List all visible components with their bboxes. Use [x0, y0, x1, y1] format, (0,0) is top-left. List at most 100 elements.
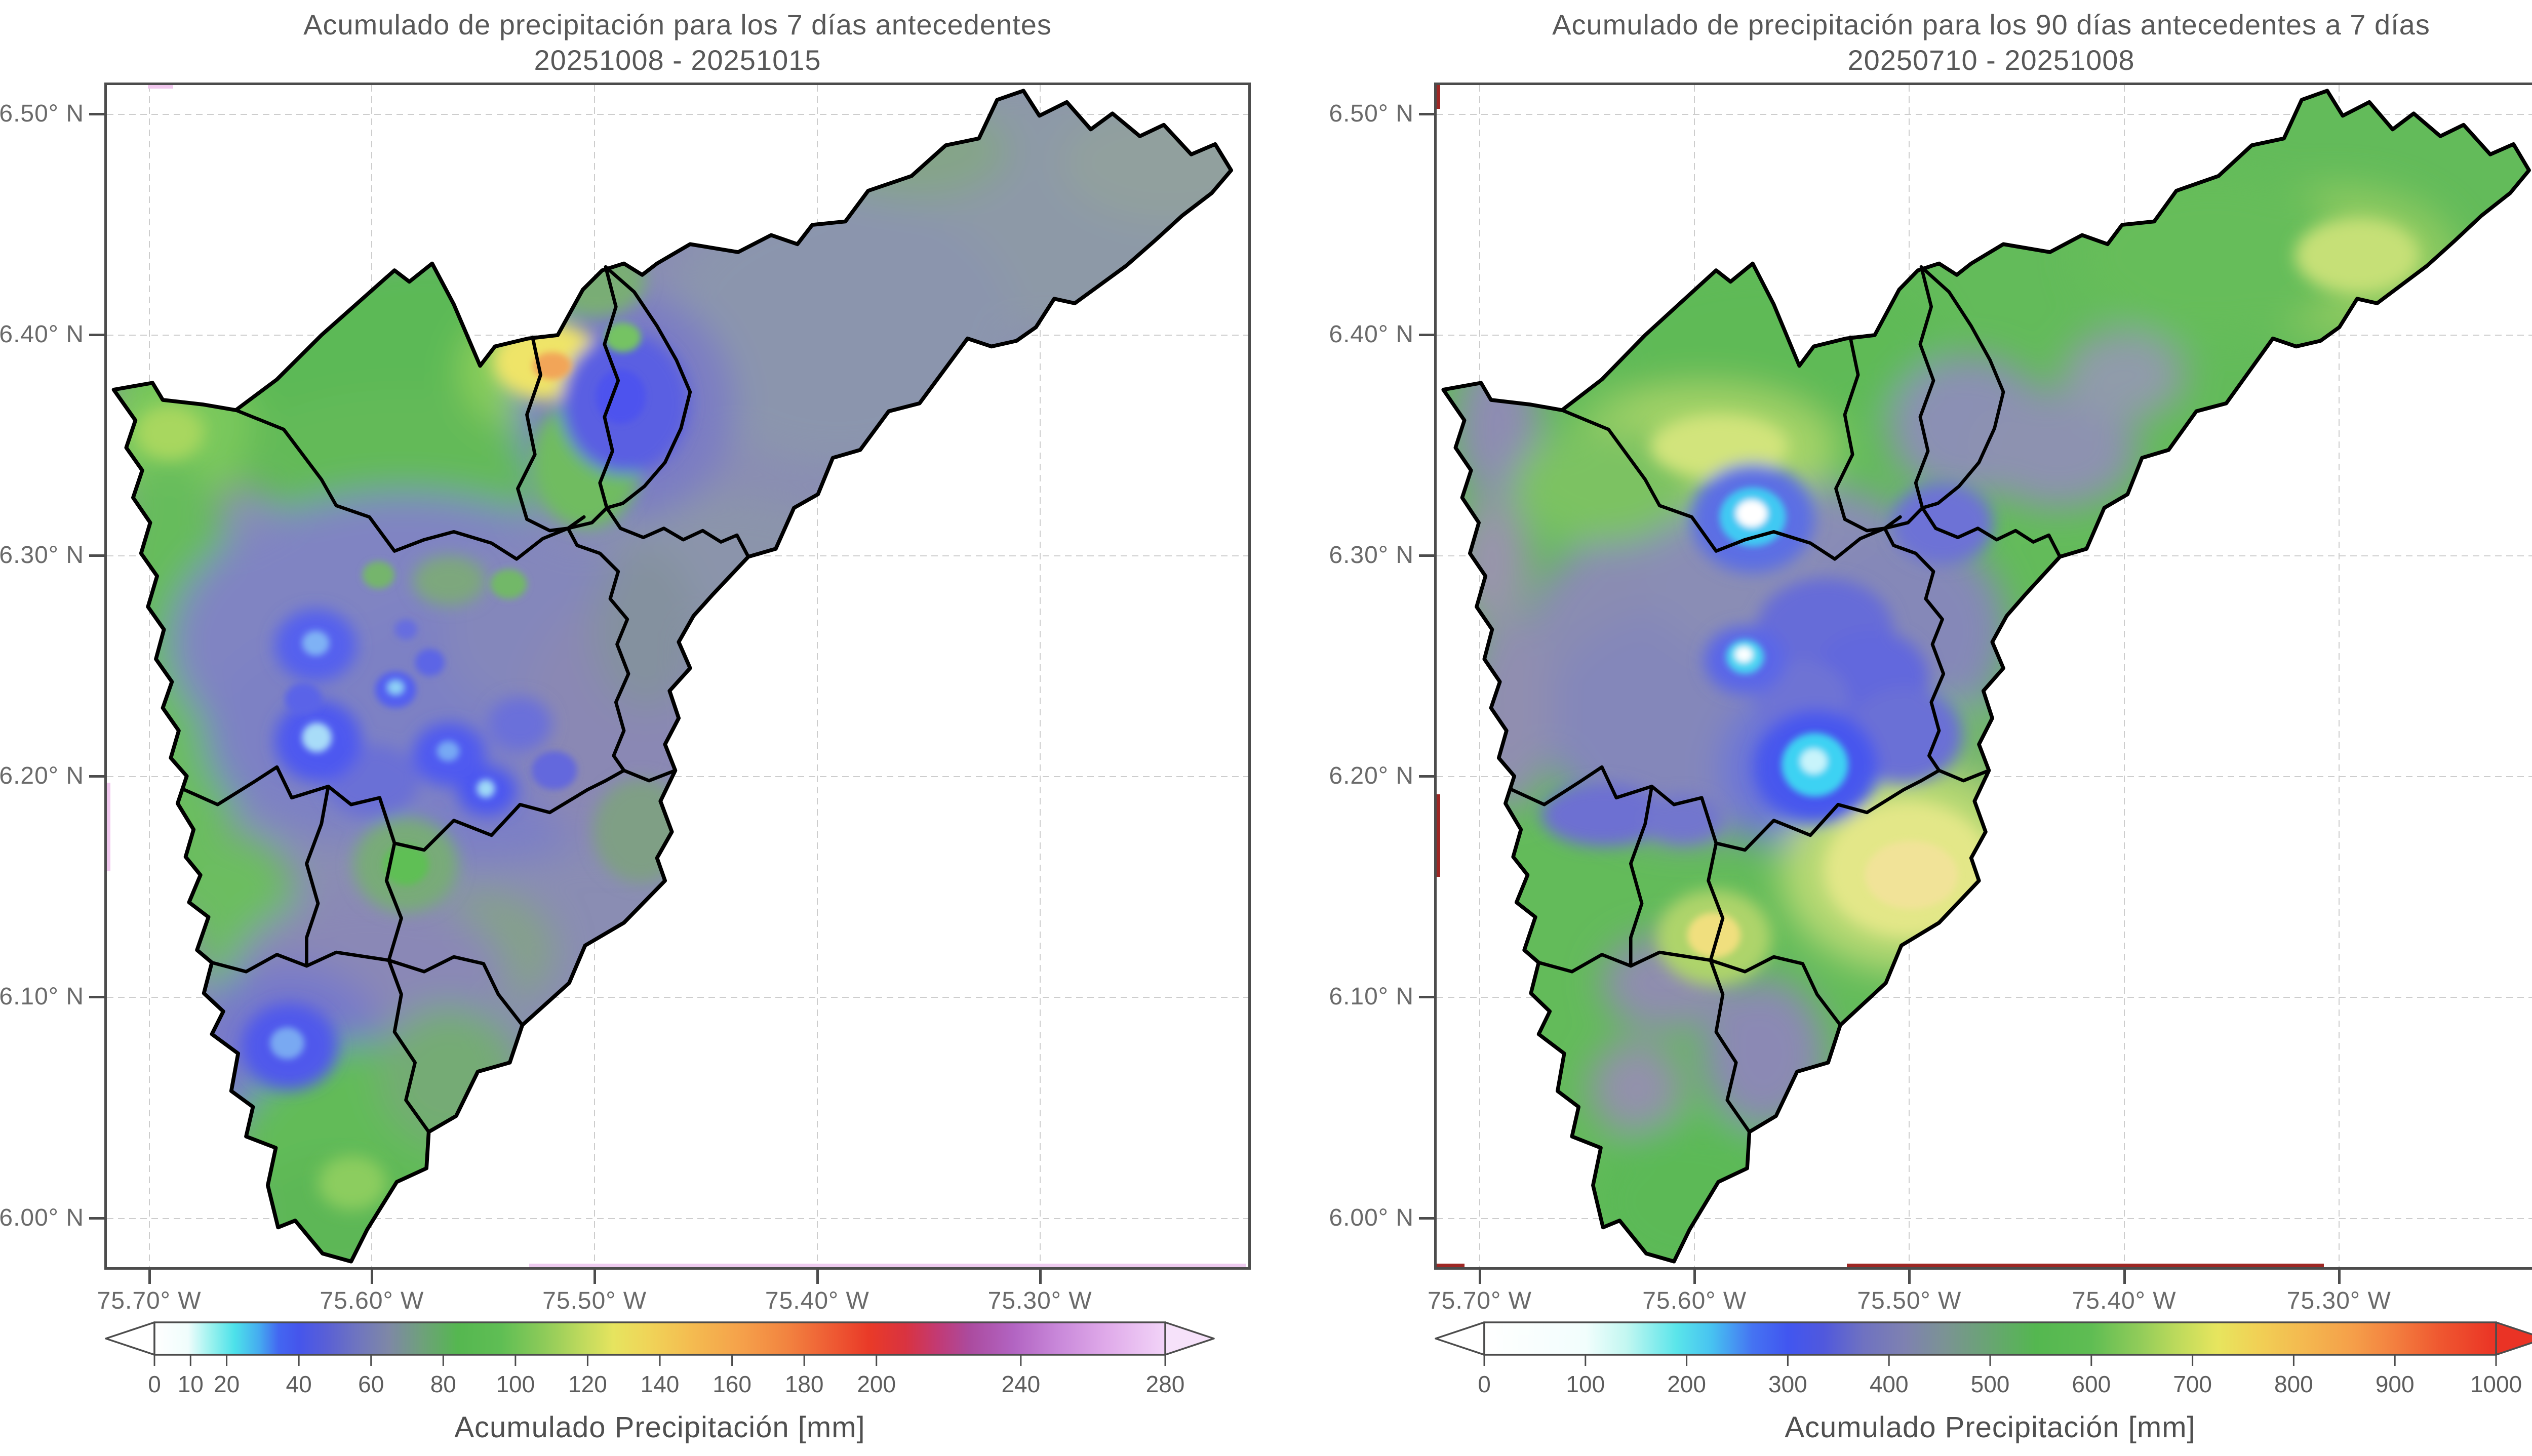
field-blob [302, 630, 330, 656]
y-tick-label: 6.00° N [0, 1204, 84, 1231]
y-axis-tick [1419, 112, 1434, 115]
colorbar-tick-label: 180 [785, 1371, 824, 1397]
field-blob [2063, 329, 2186, 421]
y-axis-tick [89, 554, 104, 557]
colorbar-tick-label: 500 [1971, 1371, 2010, 1397]
colorbar-tick-label: 400 [1870, 1371, 1909, 1397]
colorbar-tick-label: 1000 [2470, 1371, 2522, 1397]
x-tick-label: 75.40° W [765, 1287, 869, 1314]
municipality-boundary [1560, 408, 1902, 561]
colorbar-tick-label: 80 [430, 1371, 456, 1397]
field-blob [413, 555, 486, 606]
municipality-boundary [1629, 784, 1654, 968]
y-axis-tick [1419, 1217, 1434, 1220]
colorbar-tick-label: 200 [857, 1371, 896, 1397]
basin-outline [1441, 89, 2531, 1264]
gridline-vertical [148, 85, 150, 1267]
field-blob [238, 389, 569, 531]
gridline-horizontal [107, 113, 1248, 115]
y-axis-tick [89, 1217, 104, 1220]
municipality-boundary [1920, 506, 2062, 559]
colorbar-tick-label: 40 [286, 1371, 312, 1397]
y-axis-tick [89, 775, 104, 778]
y-axis-tick [89, 333, 104, 336]
x-axis-tick [1693, 1270, 1696, 1284]
municipality-boundaries [1510, 265, 2062, 1134]
field-blob [437, 741, 460, 761]
gridline-vertical [1479, 85, 1480, 1267]
colorbar-tick-label: 120 [568, 1371, 607, 1397]
municipality-boundary [305, 784, 330, 968]
municipality-boundary [516, 336, 570, 533]
y-axis-tick [1419, 775, 1434, 778]
y-tick-label: 6.20° N [1329, 762, 1414, 790]
municipality-boundary [234, 408, 586, 561]
colorbar-tick-label: 0 [148, 1371, 161, 1397]
x-tick-label: 75.60° W [1642, 1287, 1747, 1314]
municipality-boundary [1707, 841, 1725, 962]
x-axis-tick [371, 1270, 374, 1284]
field-blob [1687, 912, 1741, 958]
field-blob [1540, 783, 1666, 847]
gridline-vertical [1039, 85, 1041, 1267]
field-blob [1977, 389, 2138, 508]
y-axis-tick [1419, 554, 1434, 557]
title-line2-date-range: 20251008 - 20251015 [534, 44, 821, 76]
panel-title-90-days: Acumulado de precipitación para los 90 d… [1434, 7, 2532, 78]
x-axis-tick [148, 1270, 151, 1284]
colorbar-tick-label: 800 [2274, 1371, 2313, 1397]
municipality-boundary [387, 958, 431, 1134]
gridline-horizontal [107, 1218, 1248, 1219]
field-blob [593, 546, 698, 710]
x-tick-label: 75.60° W [320, 1287, 424, 1314]
field-blob [1735, 646, 1753, 663]
field-blob [394, 619, 418, 640]
y-tick-label: 6.00° N [1329, 1204, 1414, 1231]
municipality-boundary [1883, 527, 1946, 773]
colorbar-90-days: 0 100 200 300 400 500 600 700 800 900 1000 [1435, 1321, 2532, 1397]
y-tick-label: 6.50° N [1329, 100, 1414, 127]
field-blob [1590, 1039, 1683, 1136]
colorbar-tick-label: 140 [641, 1371, 680, 1397]
field-blob [1865, 841, 1958, 909]
field-blob [387, 680, 404, 695]
x-axis-tick [1039, 1270, 1042, 1284]
municipality-boundary [384, 841, 403, 962]
colorbar-label: Acumulado Precipitación [mm] [1785, 1411, 2196, 1444]
municipality-boundary [1883, 265, 1935, 530]
municipality-boundary [1510, 765, 1991, 852]
field-blob [270, 1027, 304, 1060]
field-blob [532, 352, 572, 380]
title-line1: Acumulado de precipitación para los 90 d… [1552, 9, 2430, 41]
map-plot-area [104, 83, 1251, 1270]
municipality-boundaries [182, 265, 750, 1134]
colorbar-tick-label: 280 [1146, 1371, 1185, 1397]
field-blob [488, 696, 552, 751]
x-axis-tick [1478, 1270, 1481, 1284]
raster-edge-mark [1847, 1264, 2324, 1267]
colorbar-tick-label: 200 [1667, 1371, 1706, 1397]
x-tick-label: 75.70° W [1427, 1287, 1532, 1314]
precipitation-map-7-days [111, 89, 1234, 1264]
gridline-horizontal [107, 997, 1248, 998]
precipitation-map-90-days [1441, 89, 2531, 1264]
colorbar-7-days: 0 10 20 40 60 80 100 120 140 160 180 200 240 280 [105, 1321, 1215, 1397]
colorbar-tick-label: 700 [2173, 1371, 2212, 1397]
colorbar-arrow-right [1164, 1321, 1215, 1356]
field-blob [1512, 426, 1694, 545]
field-blob [477, 779, 495, 798]
colorbar-label: Acumulado Precipitación [mm] [454, 1411, 865, 1444]
field-blob [302, 722, 332, 752]
y-axis-tick [1419, 996, 1434, 999]
raster-edge-artifacts [107, 85, 1248, 1267]
colorbar-arrow-left [105, 1321, 155, 1356]
y-axis-tick [89, 112, 104, 115]
municipality-boundary [566, 527, 630, 773]
x-tick-label: 75.50° W [542, 1287, 647, 1314]
field-blob [135, 406, 204, 460]
y-tick-label: 6.40° N [0, 320, 84, 348]
colorbar-tick-label: 160 [713, 1371, 751, 1397]
colorbar-tick-label: 240 [1001, 1371, 1040, 1397]
x-tick-label: 75.50° W [1857, 1287, 1962, 1314]
